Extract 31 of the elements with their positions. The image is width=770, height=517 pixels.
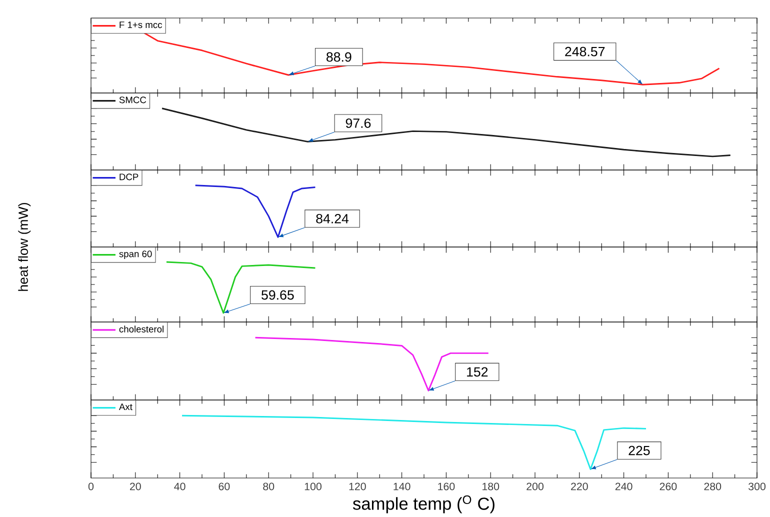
x-tick-label: 160 xyxy=(438,482,455,490)
x-tick-label: 180 xyxy=(482,482,500,490)
x-tick-label: 280 xyxy=(704,482,722,490)
legend-label: cholesterol xyxy=(119,326,164,332)
x-tick-label: 100 xyxy=(304,482,322,490)
annotation: 59.65 xyxy=(262,290,294,300)
legend-label: DCP xyxy=(120,174,138,180)
x-tick-label: 20 xyxy=(130,482,141,490)
x-tick-label: 200 xyxy=(526,482,544,490)
x-tick-label: 240 xyxy=(615,482,632,490)
x-axis-title: sample temp ($^{O}$ C) xyxy=(352,495,494,514)
x-tick-label: 0 xyxy=(88,482,94,490)
legend-label: F 1+s mcc xyxy=(120,22,162,28)
annotation: 88.9 xyxy=(326,52,352,62)
x-tick-label: 40 xyxy=(174,482,186,490)
x-tick-label: 60 xyxy=(218,482,230,490)
annotation: 84.24 xyxy=(316,214,349,224)
annotation: 97.6 xyxy=(346,118,371,128)
annotation: 225 xyxy=(628,446,650,456)
x-tick-label: 260 xyxy=(660,482,677,490)
annotation: 152 xyxy=(467,367,488,377)
x-tick-label: 300 xyxy=(748,482,766,490)
x-tick-label: 80 xyxy=(263,482,274,490)
legend-label: span 60 xyxy=(119,250,152,260)
annotation: 248.57 xyxy=(565,46,605,56)
legend-label: Axt xyxy=(118,404,132,410)
x-tick-label: 140 xyxy=(394,482,410,490)
x-tick-label: 220 xyxy=(571,482,588,490)
y-axis-title: heat flow (mW) xyxy=(18,203,31,291)
legend-label: SMCC xyxy=(119,96,146,104)
x-tick-label: 120 xyxy=(349,482,366,490)
